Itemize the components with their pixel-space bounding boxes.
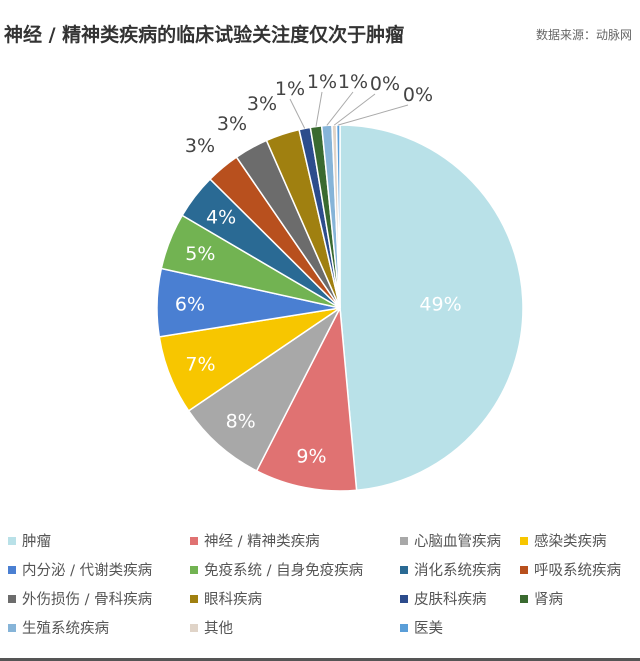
legend-label: 消化系统疾病 [414,563,501,579]
slice-label: 3% [185,135,215,157]
legend-swatch [8,536,16,545]
legend-item: 肿瘤 [8,530,51,551]
legend-item: 心脑血管疾病 [400,530,501,551]
legend-swatch [8,623,16,632]
legend-label: 肿瘤 [22,534,51,550]
legend-item: 肾病 [520,588,563,609]
slice-label: 1% [275,78,305,100]
legend-swatch [400,536,408,545]
legend-item: 内分泌 / 代谢类疾病 [8,559,152,580]
legend-item: 感染类疾病 [520,530,607,551]
legend-item: 消化系统疾病 [400,559,501,580]
slice-label: 0% [403,84,433,106]
legend-item: 免疫系统 / 自身免疫疾病 [190,559,363,580]
pie-slice [187,307,341,472]
slice-label: 6% [175,294,205,316]
legend-swatch [520,565,528,574]
legend-item: 外伤损伤 / 骨科疾病 [8,588,152,609]
legend-label: 外伤损伤 / 骨科疾病 [22,592,153,608]
legend-swatch [400,623,408,632]
legend-label: 医美 [414,621,443,637]
legend-label: 神经 / 精神类疾病 [204,534,320,550]
legend-label: 内分泌 / 代谢类疾病 [22,563,153,579]
slice-label: 1% [307,71,337,93]
legend-swatch [190,594,198,603]
legend-item: 医美 [400,617,443,638]
legend-label: 心脑血管疾病 [414,534,501,550]
slice-label: 3% [217,113,247,135]
slice-label: 5% [185,243,215,265]
slice-label: 4% [206,206,236,228]
legend-swatch [190,536,198,545]
slice-label: 9% [296,445,326,467]
chart-source: 数据来源：动脉网 [535,28,632,42]
divider [0,658,640,661]
legend-swatch [190,623,198,632]
leader-line [289,98,306,129]
legend-swatch [400,594,408,603]
chart-title: 神经 / 精神类疾病的临床试验关注度仅次于肿瘤 [4,24,405,46]
slice-label: 49% [419,293,461,315]
leader-line [326,91,354,126]
legend-item: 眼科疾病 [190,588,262,609]
leader-line [315,91,323,127]
legend-label: 生殖系统疾病 [22,621,109,637]
legend-item: 其他 [190,617,233,638]
legend-item: 神经 / 精神类疾病 [190,530,320,551]
legend-swatch [190,565,198,574]
slice-label: 3% [247,93,277,115]
legend-item: 呼吸系统疾病 [520,559,621,580]
leader-line [338,104,409,126]
legend-swatch [400,565,408,574]
legend-label: 感染类疾病 [534,534,607,550]
legend-label: 肾病 [534,592,563,608]
legend-item: 生殖系统疾病 [8,617,109,638]
slice-label: 0% [370,73,400,95]
legend-label: 呼吸系统疾病 [534,563,621,579]
legend-swatch [8,594,16,603]
legend-swatch [520,594,528,603]
pie-slice [255,305,358,492]
legend-item: 皮肤科疾病 [400,588,487,609]
pie-chart: 49%9%8%7%6%5%4%3%3%3%1% 1% 1% 0% 0% [156,71,524,492]
slice-label: 1% [338,71,368,93]
legend-label: 眼科疾病 [204,592,262,608]
legend-swatch [8,565,16,574]
slice-label: 8% [226,410,256,432]
legend-label: 皮肤科疾病 [414,592,487,608]
leader-line [333,93,376,126]
pie-slice [339,124,524,492]
slice-label: 7% [185,353,215,375]
legend-label: 其他 [204,621,233,637]
legend-swatch [520,536,528,545]
legend-label: 免疫系统 / 自身免疫疾病 [204,563,364,579]
